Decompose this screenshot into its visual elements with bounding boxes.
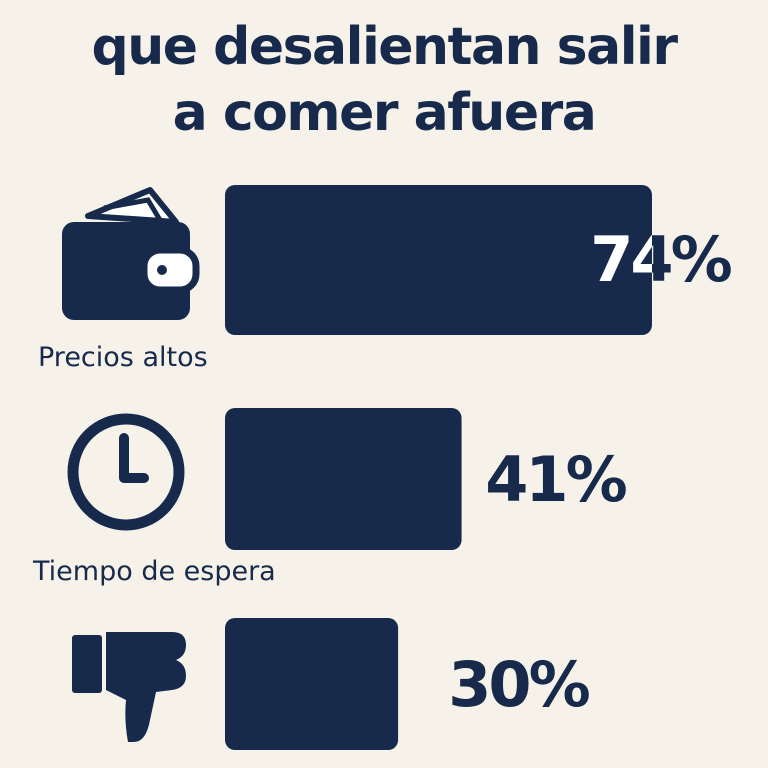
category-label-1: Tiempo de espera	[33, 556, 276, 587]
value-label-2: 30%	[448, 648, 589, 721]
category-label-0: Precios altos	[38, 342, 208, 373]
bar-2	[225, 618, 399, 750]
value-label-outside-0: 74%	[590, 223, 731, 296]
thumbs-down-icon	[72, 632, 186, 742]
value-label-0: 74%	[590, 223, 731, 296]
title-line-1: que desalientan salir	[91, 17, 678, 77]
value-label-outside-2: 30%	[448, 648, 589, 721]
title-line-2: a comer afuera	[172, 83, 597, 143]
clock-icon	[67, 413, 185, 531]
bars-group: 74%74%41%41%30%30%	[225, 185, 735, 750]
wallet-icon	[62, 187, 200, 320]
bar-0	[225, 185, 652, 335]
chart-title: que desalientan salir a comer afuera	[0, 14, 768, 146]
value-label-outside-1: 41%	[485, 443, 626, 516]
value-label-1: 41%	[485, 443, 626, 516]
bar-1	[225, 408, 462, 550]
